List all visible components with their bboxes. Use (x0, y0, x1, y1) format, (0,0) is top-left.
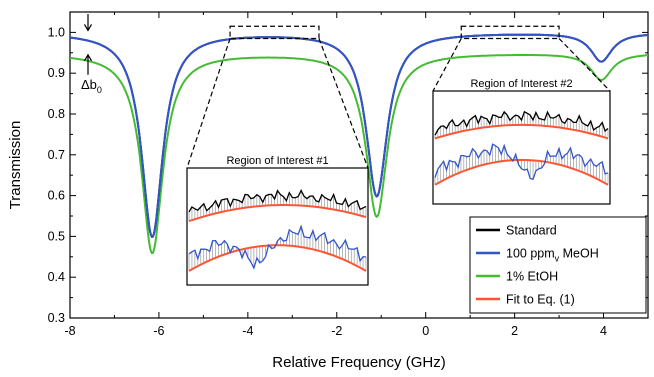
zoom-connector (558, 38, 611, 92)
y-tick-label: 1.0 (48, 25, 65, 39)
plot-frame (69, 11, 649, 319)
inset-region-1: Region of Interest #1 (186, 155, 369, 286)
inset-frame (186, 167, 369, 286)
main-plot: -8 -6 -4 -2 0 2 4 0.3 0.4 0.5 0.6 0.7 0.8 0.9 1.0 (48, 11, 649, 338)
y-tick-label: 0.4 (48, 270, 65, 284)
series-line-100-ppmv-meoh (69, 33, 649, 238)
inset-data-standard (434, 110, 609, 136)
inset-frame (432, 90, 611, 205)
legend-label-main: Fit to Eq. (1) (506, 293, 575, 307)
y-tick-label: 0.9 (48, 66, 65, 80)
delta-arrowhead-bottom (83, 53, 93, 62)
y-axis-title: Transmission (7, 121, 24, 210)
delta-b0-label: Δb0 (81, 77, 102, 95)
delta-b0-annotation: Δb0 (81, 14, 102, 95)
delta-arrowhead-top (83, 24, 93, 32)
legend-label-main: 1% EtOH (506, 270, 558, 284)
legend-label-suffix: MeOH (559, 247, 599, 261)
zoom-indicators (186, 25, 611, 169)
zoom-connector (318, 38, 369, 169)
legend-label: Fit to Eq. (1) (506, 293, 575, 307)
inset-data-standard (188, 189, 367, 213)
zoom-connector (432, 38, 462, 92)
x-tick-label: -6 (153, 324, 164, 338)
inset-fit-standard (188, 204, 367, 223)
y-tick-label: 0.8 (48, 107, 65, 121)
legend-label: 1% EtOH (506, 270, 558, 284)
legend-label: Standard (506, 224, 557, 238)
inset-data-sample (188, 224, 367, 270)
y-tick-label: 0.7 (48, 148, 65, 162)
inset-data-sample (434, 143, 609, 181)
x-tick-label: 2 (511, 324, 518, 338)
x-axis-title: Relative Frequency (GHz) (272, 354, 445, 371)
inset-residual-hatch (434, 111, 609, 185)
inset-title: Region of Interest #2 (470, 78, 572, 90)
legend-box (469, 216, 647, 314)
inset-fit-sample (434, 158, 609, 186)
legend-label: 100 ppmv MeOH (506, 247, 599, 264)
legend-label-main: 100 ppm (506, 247, 555, 261)
zoom-connector (186, 38, 231, 169)
x-tick-label: 4 (600, 324, 607, 338)
zoom-box-2 (460, 25, 560, 40)
y-tick-label: 0.3 (48, 311, 65, 325)
y-tick-label: 0.6 (48, 189, 65, 203)
inset-title: Region of Interest #1 (226, 155, 328, 167)
x-tick-label: -8 (64, 324, 75, 338)
zoom-box-1 (229, 25, 320, 40)
inset-fit-sample (188, 244, 367, 272)
legend-label-main: Standard (506, 224, 557, 238)
inset-fit-standard (434, 123, 609, 140)
series-lines (69, 33, 649, 254)
x-tick-label: -2 (331, 324, 342, 338)
inset-region-2: Region of Interest #2 (432, 78, 611, 205)
series-line-1-etoh (69, 54, 649, 254)
legend-label-sub: v (555, 254, 560, 264)
x-tick-label: -4 (242, 324, 253, 338)
x-tick-label: 0 (422, 324, 429, 338)
y-tick-label: 0.5 (48, 229, 65, 243)
